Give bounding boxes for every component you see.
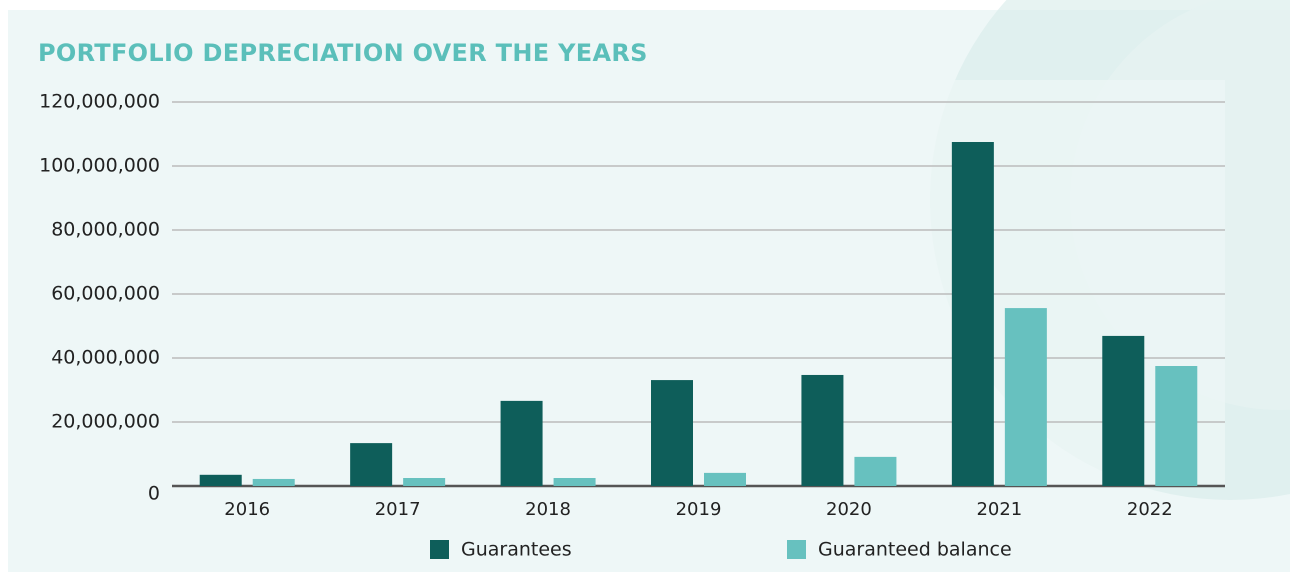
y-tick-label: 80,000,000 <box>51 219 160 241</box>
chart-title: PORTFOLIO DEPRECIATION OVER THE YEARS <box>38 39 648 67</box>
x-tick-label: 2020 <box>826 499 872 520</box>
bar <box>651 380 693 486</box>
bar <box>1102 335 1145 486</box>
y-tick-label: 0 <box>148 483 160 505</box>
bar <box>403 478 446 486</box>
y-tick-label: 20,000,000 <box>51 411 160 433</box>
x-tick-label: 2019 <box>676 499 722 520</box>
bar <box>854 456 897 486</box>
bar <box>500 400 543 486</box>
y-tick-label: 120,000,000 <box>39 91 160 113</box>
bar <box>350 443 393 486</box>
x-tick-label: 2018 <box>525 499 571 520</box>
plot-area <box>172 80 1225 486</box>
bar <box>553 478 596 486</box>
y-tick-label: 100,000,000 <box>39 155 160 177</box>
legend-swatch <box>787 540 806 559</box>
legend-label: Guaranteed balance <box>818 539 1012 561</box>
x-tick-label: 2022 <box>1127 499 1173 520</box>
bar <box>199 474 242 486</box>
bar <box>252 478 295 486</box>
x-tick-label: 2016 <box>224 499 270 520</box>
bar <box>704 472 746 486</box>
bar <box>1155 366 1198 486</box>
bar <box>1004 308 1047 486</box>
legend-swatch <box>430 540 449 559</box>
bar <box>951 142 994 486</box>
legend: Guarantees Guaranteed balance <box>430 539 1012 561</box>
x-tick-label: 2021 <box>976 499 1022 520</box>
x-tick-label: 2017 <box>375 499 421 520</box>
bar <box>801 374 844 486</box>
y-tick-label: 40,000,000 <box>51 347 160 369</box>
y-tick-label: 60,000,000 <box>51 283 160 305</box>
legend-label: Guarantees <box>461 539 572 561</box>
